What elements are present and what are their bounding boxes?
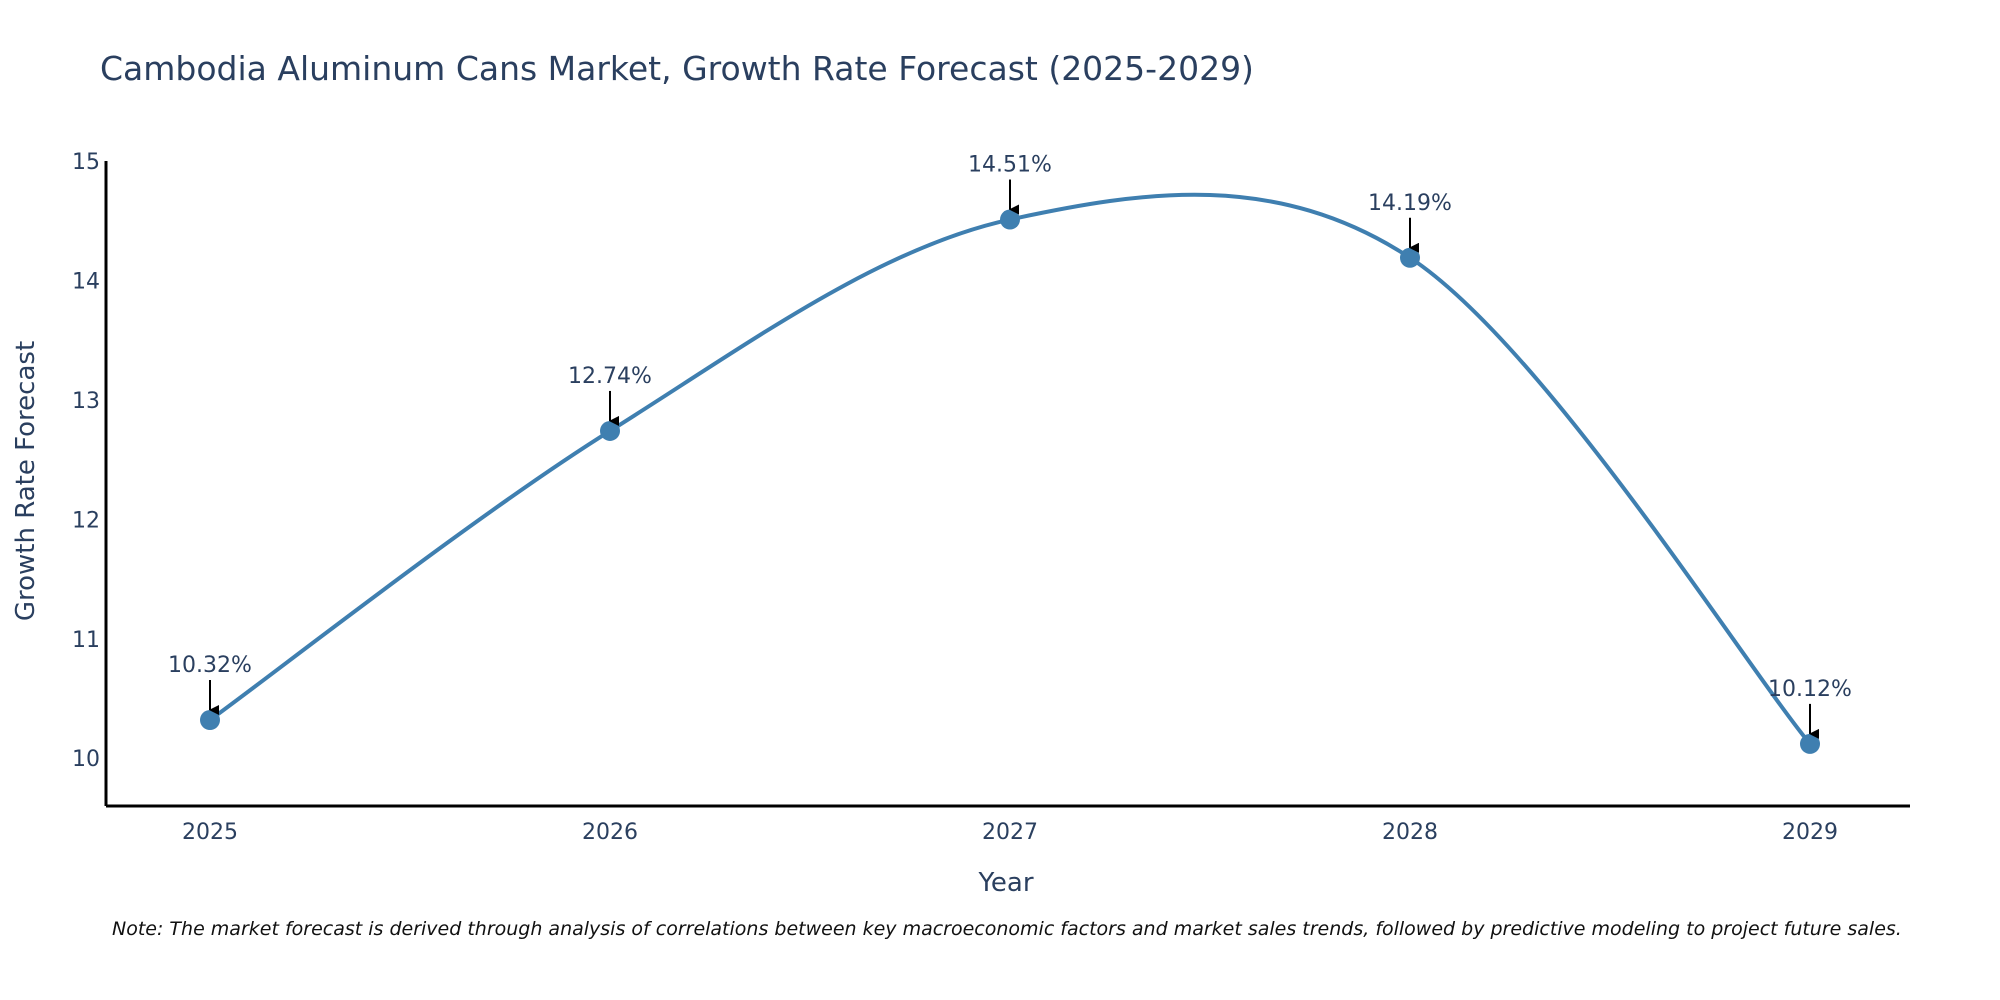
y-tick-label: 12 (72, 508, 100, 533)
x-tick-label: 2027 (982, 820, 1038, 845)
x-axis-ticks: 2025 2026 2027 2028 2029 (182, 820, 1838, 845)
y-axis-title: Growth Rate Forecast (11, 341, 41, 621)
data-point-2029[interactable] (1800, 733, 1820, 754)
x-tick-label: 2028 (1382, 820, 1438, 845)
x-tick-label: 2025 (182, 820, 238, 845)
data-label-2026: 12.74% (568, 364, 652, 389)
chart-title: Cambodia Aluminum Cans Market, Growth Ra… (100, 49, 1254, 88)
growth-rate-series-line (208, 192, 1812, 746)
x-tick-label: 2029 (1782, 820, 1838, 845)
y-tick-label: 15 (72, 150, 100, 175)
data-point-2025[interactable] (200, 710, 220, 730)
data-label-2025: 10.32% (168, 653, 252, 678)
y-tick-label: 11 (72, 628, 100, 653)
data-label-2029: 10.12% (1768, 677, 1852, 702)
forecast-note: Note: The market forecast is derived thr… (112, 918, 1902, 940)
y-tick-label: 13 (72, 389, 100, 414)
y-tick-label: 10 (72, 747, 100, 772)
data-point-2026[interactable] (600, 420, 620, 441)
x-axis-title: Year (977, 868, 1033, 898)
plot-layer (200, 192, 1820, 754)
data-label-2027: 14.51% (968, 153, 1052, 178)
y-axis-ticks: 10 11 12 13 14 15 (72, 150, 100, 772)
data-label-2028: 14.19% (1368, 191, 1452, 216)
annotation-layer: 10.32% 12.74% 14.51% 14.19% 10.12% (168, 153, 1852, 739)
data-point-2027[interactable] (1000, 209, 1020, 230)
data-point-2028[interactable] (1400, 247, 1420, 268)
y-tick-label: 14 (72, 269, 100, 294)
x-tick-label: 2026 (582, 820, 638, 845)
